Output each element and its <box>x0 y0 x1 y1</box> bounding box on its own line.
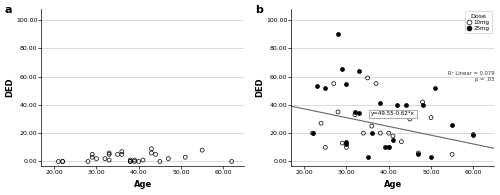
Point <box>342 140 350 143</box>
Point <box>152 153 160 156</box>
Point <box>181 156 189 159</box>
Point <box>126 159 134 162</box>
Point <box>414 152 422 155</box>
Point <box>376 102 384 105</box>
Point <box>118 153 126 156</box>
Point <box>54 160 62 163</box>
Point <box>418 103 426 106</box>
Point <box>88 156 96 159</box>
Y-axis label: DED: DED <box>256 77 264 97</box>
Point <box>351 110 359 113</box>
Point <box>130 159 138 162</box>
Point <box>308 132 316 135</box>
Point <box>380 146 388 149</box>
Point <box>105 152 113 155</box>
Point <box>364 156 372 159</box>
Point <box>330 82 338 85</box>
Point <box>92 157 100 160</box>
Point <box>360 132 368 135</box>
Point <box>139 159 147 162</box>
Point <box>384 132 392 135</box>
Point <box>126 160 134 163</box>
Point <box>148 147 156 150</box>
Point <box>389 134 397 137</box>
Point <box>126 160 134 163</box>
Point <box>427 116 435 119</box>
Point <box>308 132 316 135</box>
Point <box>355 112 363 115</box>
Text: R² Linear = 0.079
p = .03: R² Linear = 0.079 p = .03 <box>448 71 494 82</box>
Point <box>148 152 156 155</box>
Point <box>114 153 122 156</box>
Point <box>84 160 92 163</box>
Point <box>368 125 376 128</box>
Point <box>342 82 350 85</box>
Point <box>448 123 456 126</box>
Point <box>384 146 392 149</box>
Point <box>368 132 376 135</box>
Point <box>355 69 363 72</box>
Point <box>351 113 359 116</box>
Point <box>156 160 164 163</box>
Point <box>402 103 409 106</box>
Point <box>322 146 330 149</box>
Point <box>376 132 384 135</box>
Point <box>334 33 342 36</box>
Point <box>322 86 330 90</box>
Point <box>418 100 426 104</box>
Point <box>398 140 406 143</box>
Point <box>58 160 66 163</box>
Text: a: a <box>5 5 12 15</box>
Point <box>118 150 126 153</box>
Point <box>448 153 456 156</box>
Point <box>58 160 66 163</box>
Point <box>134 160 142 163</box>
Text: b: b <box>255 5 263 15</box>
Point <box>334 110 342 113</box>
Point <box>470 133 478 136</box>
Point <box>406 117 414 121</box>
Point <box>105 159 113 162</box>
Point <box>228 160 236 163</box>
Text: y=49.55-0.62*x: y=49.55-0.62*x <box>371 111 415 116</box>
Point <box>393 103 401 106</box>
Point <box>130 160 138 163</box>
Point <box>164 157 172 160</box>
X-axis label: Age: Age <box>384 180 402 190</box>
Y-axis label: DED: DED <box>6 77 15 97</box>
Point <box>101 157 109 160</box>
Legend: 10mg, 25mg: 10mg, 25mg <box>464 11 491 33</box>
Point <box>88 153 96 156</box>
Point <box>372 82 380 85</box>
Point <box>317 122 325 125</box>
Point <box>470 133 478 136</box>
Point <box>105 153 113 156</box>
Point <box>338 68 346 71</box>
Point <box>414 153 422 156</box>
Point <box>313 85 321 88</box>
X-axis label: Age: Age <box>134 180 152 190</box>
Point <box>364 76 372 80</box>
Point <box>342 146 350 149</box>
Point <box>342 143 350 146</box>
Point <box>431 86 439 90</box>
Point <box>389 139 397 142</box>
Point <box>384 146 392 149</box>
Point <box>427 156 435 159</box>
Point <box>372 113 380 116</box>
Point <box>198 149 206 152</box>
Point <box>338 142 346 145</box>
